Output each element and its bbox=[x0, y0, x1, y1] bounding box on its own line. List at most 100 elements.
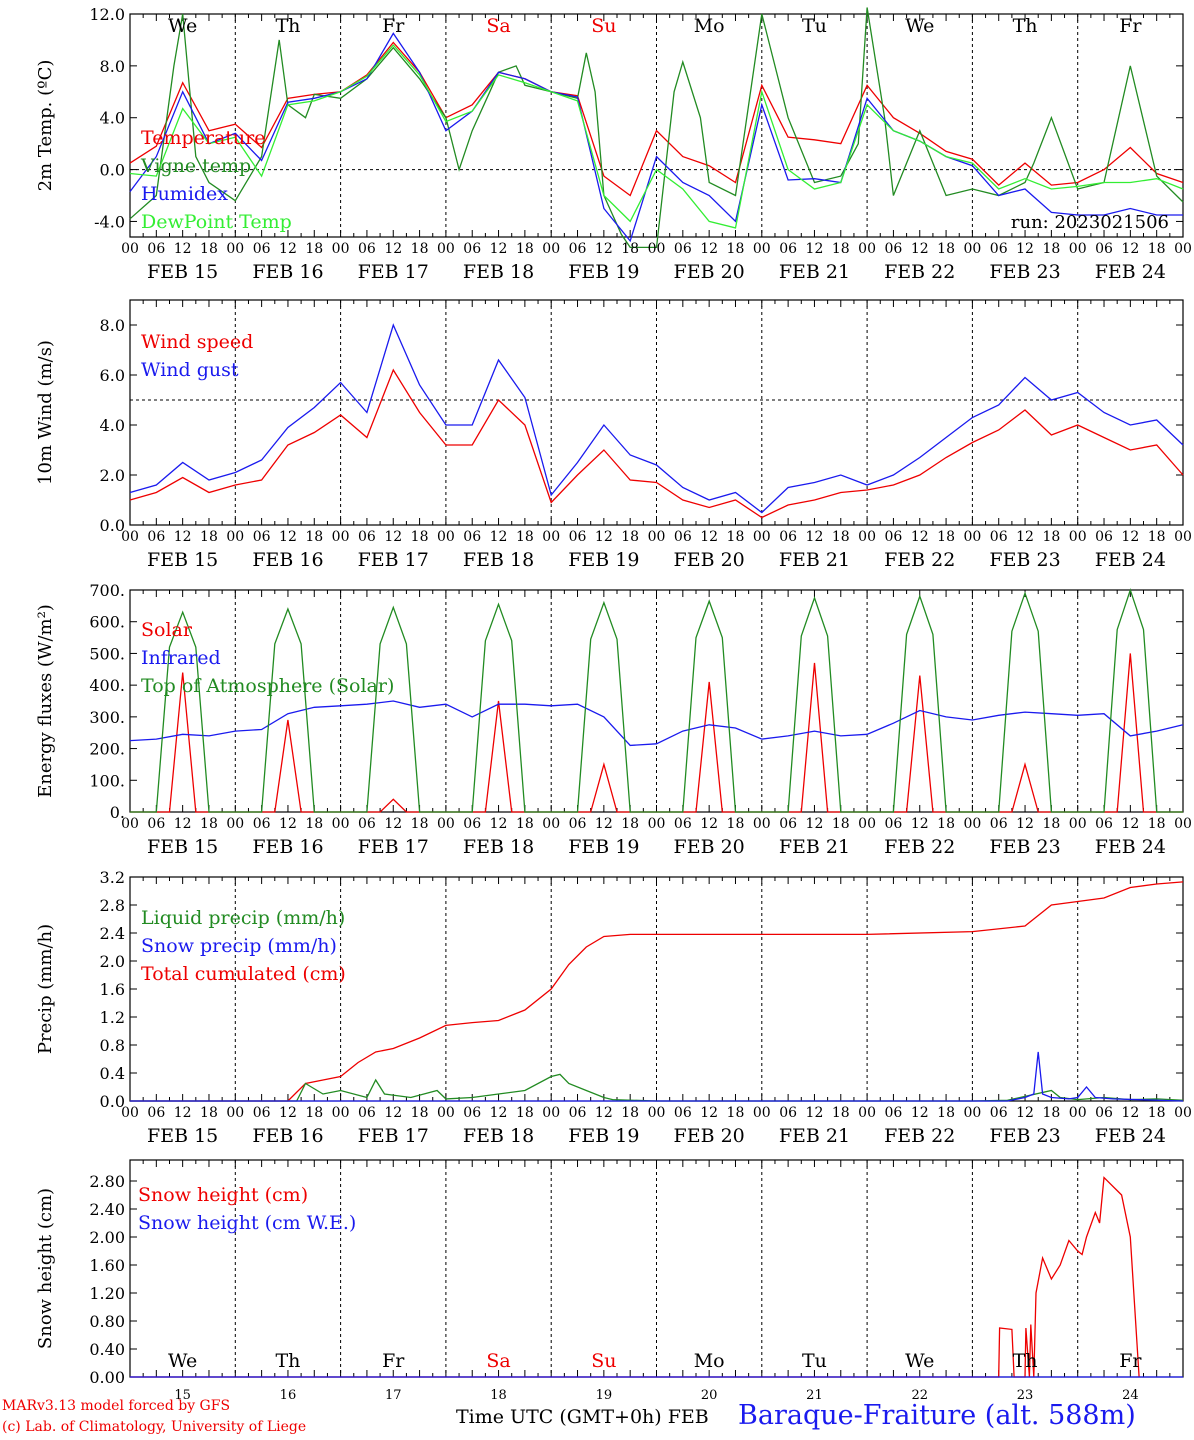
series-line-total-cumulated-cm- bbox=[130, 881, 1184, 1102]
date-label: FEB 23 bbox=[989, 549, 1060, 571]
y-tick-label: 200. bbox=[89, 740, 125, 759]
hour-tick-label: 06 bbox=[253, 816, 271, 832]
day-number-label: 19 bbox=[596, 1388, 613, 1403]
y-tick-label: 4.0 bbox=[100, 416, 125, 435]
hour-tick-label: 12 bbox=[1121, 529, 1139, 545]
hour-tick-label: 00 bbox=[542, 529, 560, 545]
y-tick-label: 2.0 bbox=[100, 952, 125, 971]
hour-tick-label: 06 bbox=[569, 529, 587, 545]
day-number-label: 16 bbox=[280, 1388, 297, 1403]
hour-tick-label: 00 bbox=[332, 816, 350, 832]
day-of-week-label: Mo bbox=[694, 1350, 725, 1372]
y-tick-label: 0.4 bbox=[100, 1064, 125, 1083]
day-of-week-label: Tu bbox=[802, 15, 827, 37]
hour-tick-label: 18 bbox=[832, 1105, 850, 1121]
hour-tick-label: 06 bbox=[1095, 1105, 1113, 1121]
hour-tick-label: 00 bbox=[753, 1105, 771, 1121]
y-tick-label: 1.60 bbox=[89, 1256, 125, 1275]
legend-entry: Snow precip (mm/h) bbox=[141, 935, 337, 957]
hour-tick-label: 18 bbox=[727, 529, 745, 545]
hour-tick-label: 00 bbox=[226, 241, 244, 257]
series-line-vigne-temp bbox=[129, 7, 1184, 249]
hour-tick-label: 06 bbox=[147, 1105, 165, 1121]
hour-tick-label: 00 bbox=[753, 241, 771, 257]
legend-entry: Total cumulated (cm) bbox=[141, 963, 346, 985]
hour-tick-label: 06 bbox=[1095, 241, 1113, 257]
y-tick-label: 300. bbox=[89, 708, 125, 727]
hour-tick-label: 06 bbox=[885, 241, 903, 257]
day-of-week-label: Fr bbox=[382, 15, 405, 37]
hour-tick-label: 18 bbox=[1042, 1105, 1060, 1121]
hour-tick-label: 18 bbox=[516, 241, 534, 257]
series-line-humidex bbox=[129, 32, 1183, 243]
hour-tick-label: 00 bbox=[121, 1105, 139, 1121]
run-annotation: run: 2023021506 bbox=[1011, 212, 1169, 233]
hour-tick-label: 06 bbox=[990, 1105, 1008, 1121]
series-line-snow-precip-mm-h- bbox=[130, 1051, 1184, 1102]
hour-tick-label: 18 bbox=[621, 529, 639, 545]
hour-tick-label: 12 bbox=[806, 816, 824, 832]
date-label: FEB 16 bbox=[252, 549, 323, 571]
hour-tick-label: 12 bbox=[490, 816, 508, 832]
hour-tick-label: 18 bbox=[200, 241, 218, 257]
hour-tick-label: 06 bbox=[463, 241, 481, 257]
date-label: FEB 20 bbox=[674, 1125, 745, 1147]
day-of-week-label: Mo bbox=[694, 15, 725, 37]
hour-tick-label: 12 bbox=[700, 816, 718, 832]
hour-tick-label: 00 bbox=[858, 529, 876, 545]
hour-tick-label: 00 bbox=[963, 816, 981, 832]
hour-tick-label: 06 bbox=[990, 529, 1008, 545]
y-tick-label: 700. bbox=[89, 581, 125, 600]
hour-tick-label: 18 bbox=[1042, 241, 1060, 257]
y-tick-label: 12.0 bbox=[89, 5, 125, 24]
hour-tick-label: 06 bbox=[1095, 816, 1113, 832]
hour-tick-label: 00 bbox=[648, 241, 666, 257]
y-tick-label: 3.2 bbox=[100, 868, 125, 887]
date-label: FEB 19 bbox=[568, 836, 639, 858]
hour-tick-label: 12 bbox=[595, 241, 613, 257]
day-of-week-label: Th bbox=[275, 1350, 300, 1372]
hour-tick-label: 00 bbox=[437, 529, 455, 545]
y-tick-label: 0.00 bbox=[89, 1368, 125, 1387]
legend-entry: Liquid precip (mm/h) bbox=[141, 907, 345, 929]
hour-tick-label: 06 bbox=[463, 1105, 481, 1121]
hour-tick-label: 00 bbox=[858, 1105, 876, 1121]
hour-tick-label: 06 bbox=[990, 241, 1008, 257]
y-tick-label: -4.0 bbox=[94, 212, 125, 231]
hour-tick-label: 12 bbox=[911, 1105, 929, 1121]
hour-tick-label: 06 bbox=[253, 241, 271, 257]
date-label: FEB 17 bbox=[358, 1125, 429, 1147]
hour-tick-label: 00 bbox=[753, 816, 771, 832]
hour-tick-label: 06 bbox=[463, 529, 481, 545]
hour-tick-label: 00 bbox=[1174, 816, 1192, 832]
hour-tick-label: 12 bbox=[279, 241, 297, 257]
hour-tick-label: 12 bbox=[1121, 241, 1139, 257]
hour-tick-label: 00 bbox=[121, 241, 139, 257]
hour-tick-label: 12 bbox=[279, 1105, 297, 1121]
hour-tick-label: 12 bbox=[384, 1105, 402, 1121]
date-label: FEB 19 bbox=[568, 1125, 639, 1147]
y-tick-label: 100. bbox=[89, 771, 125, 790]
date-label: FEB 16 bbox=[252, 1125, 323, 1147]
hour-tick-label: 00 bbox=[121, 529, 139, 545]
legend-entry: Wind gust bbox=[141, 359, 239, 381]
legend-entry: Vigne temp bbox=[140, 155, 251, 177]
date-label: FEB 18 bbox=[463, 549, 534, 571]
hour-tick-label: 12 bbox=[490, 241, 508, 257]
day-of-week-label: We bbox=[168, 15, 197, 37]
hour-tick-label: 18 bbox=[727, 816, 745, 832]
date-label: FEB 20 bbox=[674, 261, 745, 283]
hour-tick-label: 00 bbox=[1069, 241, 1087, 257]
hour-tick-label: 12 bbox=[911, 241, 929, 257]
day-of-week-label: Th bbox=[275, 15, 300, 37]
hour-tick-label: 00 bbox=[542, 816, 560, 832]
hour-tick-label: 18 bbox=[305, 816, 323, 832]
y-tick-label: 2.00 bbox=[89, 1228, 125, 1247]
hour-tick-label: 00 bbox=[437, 1105, 455, 1121]
date-label: FEB 22 bbox=[884, 1125, 955, 1147]
hour-tick-label: 18 bbox=[832, 529, 850, 545]
day-number-label: 22 bbox=[911, 1388, 928, 1403]
hour-tick-label: 00 bbox=[753, 529, 771, 545]
y-tick-label: 0.0 bbox=[100, 516, 125, 535]
date-label: FEB 20 bbox=[674, 549, 745, 571]
